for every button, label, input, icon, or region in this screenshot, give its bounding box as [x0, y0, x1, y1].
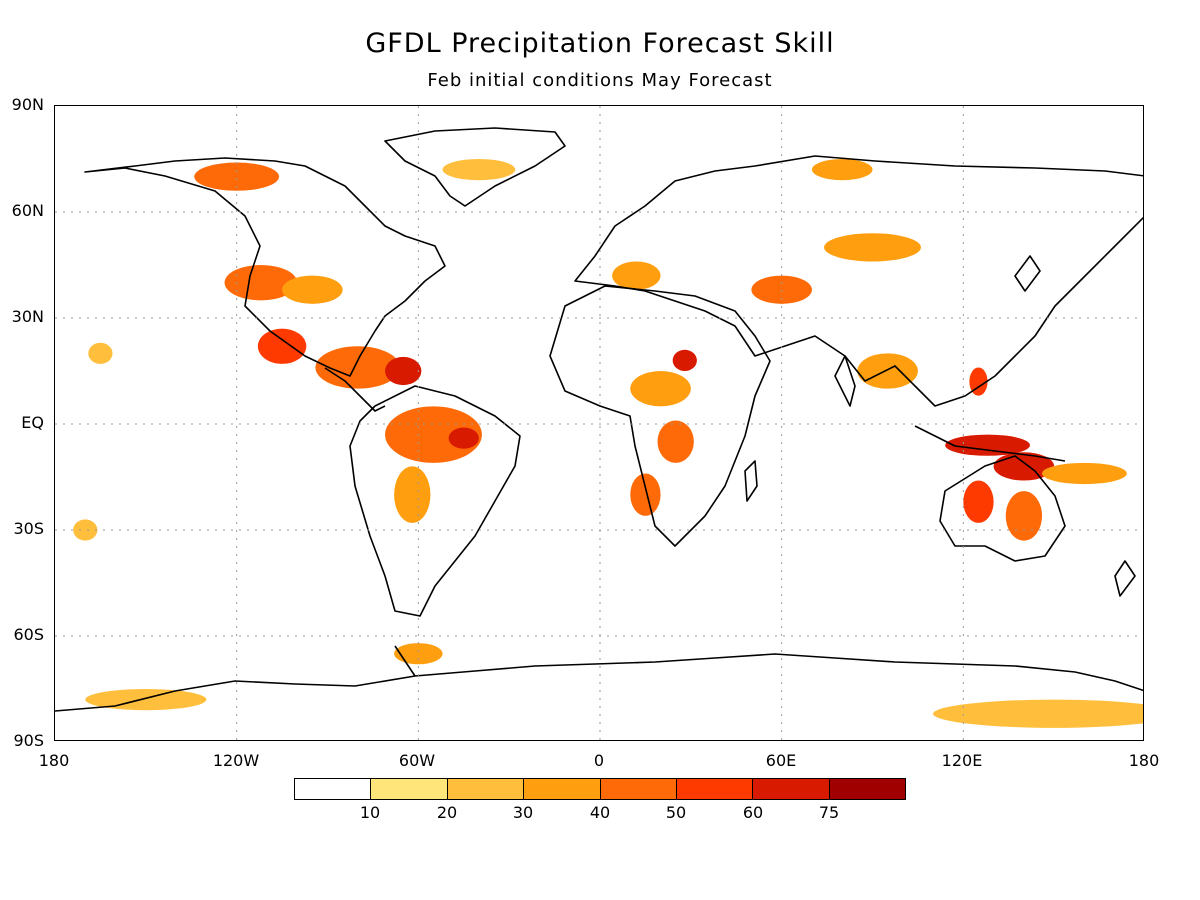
skill-region-23 — [1042, 462, 1127, 485]
colorbar-label-40: 40 — [589, 803, 611, 822]
skill-region-3 — [224, 265, 298, 301]
skill-region-21 — [963, 480, 994, 523]
colorbar-label-75: 75 — [818, 803, 840, 822]
colorbar-label-60: 60 — [742, 803, 764, 822]
lat-label-90n: 90N — [11, 95, 44, 114]
lon-label-0: 0 — [593, 751, 605, 770]
lon-label-180w: 180 — [38, 751, 70, 770]
colorbar-swatch-5 — [676, 779, 754, 799]
lat-label-eq: EQ — [21, 413, 44, 432]
coastline-india — [834, 355, 856, 407]
skill-region-10 — [672, 349, 697, 371]
lon-label-120e: 120E — [941, 751, 983, 770]
coastline-japan — [1014, 255, 1041, 292]
coastline-australia — [939, 455, 1066, 562]
colorbar-label-10: 10 — [359, 803, 381, 822]
skill-region-5 — [194, 162, 280, 191]
lon-label-180e: 180 — [1128, 751, 1160, 770]
colorbar-swatch-0 — [295, 779, 372, 799]
skill-region-26 — [394, 643, 443, 665]
colorbar-label-30: 30 — [512, 803, 534, 822]
coastline-madagascar — [744, 460, 758, 502]
lat-label-30n: 30N — [11, 307, 44, 326]
skill-layer — [73, 159, 1143, 728]
map-area — [54, 105, 1144, 741]
skill-region-7 — [448, 427, 479, 449]
coastline-greenland — [384, 127, 566, 207]
skill-region-20 — [993, 452, 1055, 481]
skill-region-27 — [811, 159, 873, 181]
skill-region-0 — [257, 328, 307, 364]
skill-region-13 — [657, 420, 694, 463]
skill-region-15 — [751, 275, 812, 304]
skill-region-25 — [85, 689, 207, 711]
skill-region-24 — [933, 699, 1143, 728]
map-title: GFDL Precipitation Forecast Skill — [365, 28, 835, 59]
colorbar — [294, 778, 906, 800]
coastline-layer — [55, 127, 1143, 712]
coastline-antarctic-peninsula — [394, 645, 416, 677]
skill-region-8 — [394, 466, 431, 523]
lat-label-90s: 90S — [13, 731, 44, 750]
coastline-new-zealand — [1114, 560, 1136, 597]
coastline-antarctica — [55, 653, 1143, 712]
colorbar-label-50: 50 — [665, 803, 687, 822]
colorbar-swatch-2 — [447, 779, 525, 799]
coastline-north-america — [84, 157, 446, 377]
coastline-south-america — [349, 385, 521, 617]
colorbar-swatch-6 — [753, 779, 830, 799]
lat-label-60n: 60N — [11, 201, 44, 220]
lon-label-60w: 60W — [398, 751, 436, 770]
skill-region-9 — [442, 159, 516, 181]
skill-region-18 — [969, 367, 988, 396]
skill-region-29 — [88, 342, 113, 364]
coastline-africa — [549, 285, 771, 547]
skill-region-28 — [73, 519, 98, 541]
coastline-eurasia — [574, 155, 1143, 407]
lon-label-60e: 60E — [765, 751, 797, 770]
skill-region-12 — [612, 261, 661, 290]
lon-label-120w: 120W — [212, 751, 260, 770]
skill-map — [55, 106, 1143, 740]
skill-region-2 — [385, 356, 422, 386]
lat-label-60s: 60S — [13, 625, 44, 644]
lat-label-30s: 30S — [13, 519, 44, 538]
skill-region-22 — [1005, 491, 1043, 541]
map-subtitle: Feb initial conditions May Forecast — [427, 70, 773, 91]
colorbar-swatch-3 — [524, 779, 601, 799]
gridlines — [55, 106, 1143, 740]
coastline-central-america — [324, 367, 386, 412]
skill-region-16 — [824, 233, 921, 262]
skill-region-11 — [630, 371, 691, 407]
skill-region-6 — [385, 406, 482, 463]
skill-region-1 — [315, 346, 401, 389]
colorbar-swatch-7 — [829, 779, 905, 799]
coastline-indonesia — [914, 425, 1066, 462]
skill-region-14 — [630, 473, 661, 516]
skill-region-4 — [282, 275, 343, 304]
colorbar-swatch-1 — [371, 779, 448, 799]
colorbar-swatch-4 — [600, 779, 677, 799]
skill-region-19 — [945, 434, 1030, 456]
skill-region-17 — [857, 353, 918, 389]
colorbar-label-20: 20 — [436, 803, 458, 822]
